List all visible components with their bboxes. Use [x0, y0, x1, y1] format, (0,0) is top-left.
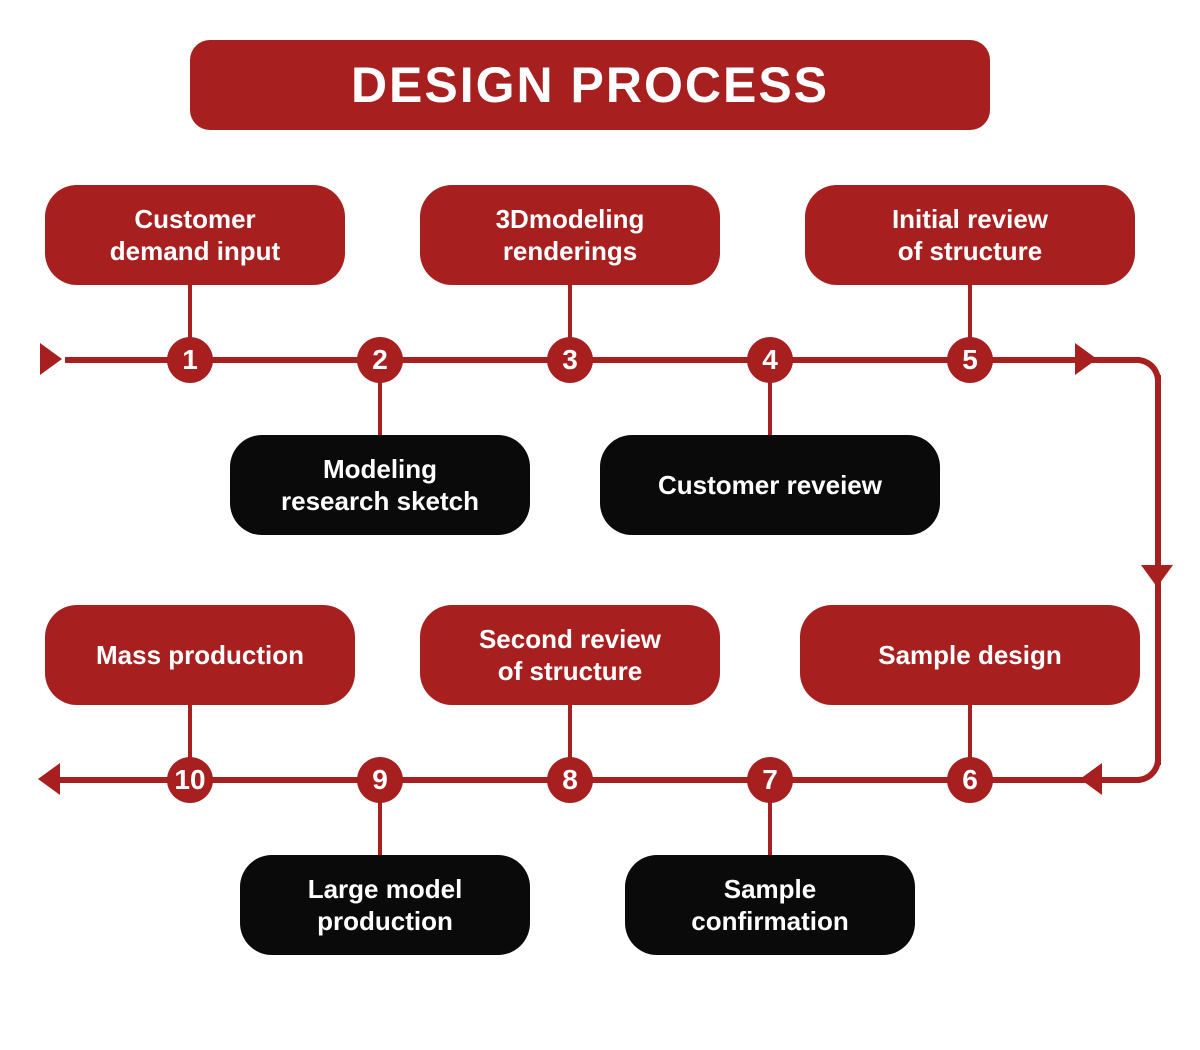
- step-box-b3: 3Dmodelingrenderings: [420, 185, 720, 285]
- step-number-circle: 9: [357, 757, 403, 803]
- step-label-line2: of structure: [498, 655, 642, 688]
- flowchart-canvas: DESIGN PROCESS Customerdemand input 3Dmode…: [0, 0, 1200, 1050]
- step-label-line1: Initial review: [892, 203, 1048, 236]
- step-label-line1: Mass production: [96, 639, 304, 672]
- step-box-b6: Sample design: [800, 605, 1140, 705]
- step-label-line2: production: [317, 905, 453, 938]
- step-label-line1: Second review: [479, 623, 661, 656]
- step-label-line1: Modeling: [323, 453, 437, 486]
- step-label-line1: Customer: [134, 203, 255, 236]
- step-box-b2: Modelingresearch sketch: [230, 435, 530, 535]
- step-number: 8: [562, 764, 578, 796]
- flow-arrow: [1075, 343, 1097, 375]
- step-number-circle: 5: [947, 337, 993, 383]
- title-banner: DESIGN PROCESS: [190, 40, 990, 130]
- step-box-b4: Customer reveiew: [600, 435, 940, 535]
- step-label-line2: renderings: [503, 235, 637, 268]
- step-label-line1: Sample design: [878, 639, 1062, 672]
- flow-arrow: [38, 763, 60, 795]
- step-number: 1: [182, 344, 198, 376]
- step-label-line1: Customer reveiew: [658, 469, 882, 502]
- step-number: 7: [762, 764, 778, 796]
- step-label-line1: Sample: [724, 873, 817, 906]
- step-number: 5: [962, 344, 978, 376]
- step-label-line1: 3Dmodeling: [496, 203, 645, 236]
- step-number: 10: [174, 764, 205, 796]
- step-box-b10: Mass production: [45, 605, 355, 705]
- step-box-b8: Second reviewof structure: [420, 605, 720, 705]
- step-number-circle: 1: [167, 337, 213, 383]
- flow-arrow: [1080, 763, 1102, 795]
- flow-arrow: [40, 343, 62, 375]
- title-text: DESIGN PROCESS: [351, 56, 829, 114]
- step-box-b1: Customerdemand input: [45, 185, 345, 285]
- step-label-line2: confirmation: [691, 905, 848, 938]
- step-number: 2: [372, 344, 388, 376]
- step-number-circle: 3: [547, 337, 593, 383]
- step-label-line1: Large model: [308, 873, 463, 906]
- step-number-circle: 4: [747, 337, 793, 383]
- step-number-circle: 2: [357, 337, 403, 383]
- flow-arrow: [1141, 565, 1173, 587]
- step-number: 3: [562, 344, 578, 376]
- step-box-b9: Large modelproduction: [240, 855, 530, 955]
- step-label-line2: demand input: [110, 235, 280, 268]
- step-number: 6: [962, 764, 978, 796]
- step-number-circle: 8: [547, 757, 593, 803]
- step-number: 9: [372, 764, 388, 796]
- step-box-b7: Sampleconfirmation: [625, 855, 915, 955]
- step-box-b5: Initial reviewof structure: [805, 185, 1135, 285]
- step-number-circle: 7: [747, 757, 793, 803]
- step-number-circle: 6: [947, 757, 993, 803]
- step-number: 4: [762, 344, 778, 376]
- step-label-line2: research sketch: [281, 485, 479, 518]
- step-label-line2: of structure: [898, 235, 1042, 268]
- step-number-circle: 10: [167, 757, 213, 803]
